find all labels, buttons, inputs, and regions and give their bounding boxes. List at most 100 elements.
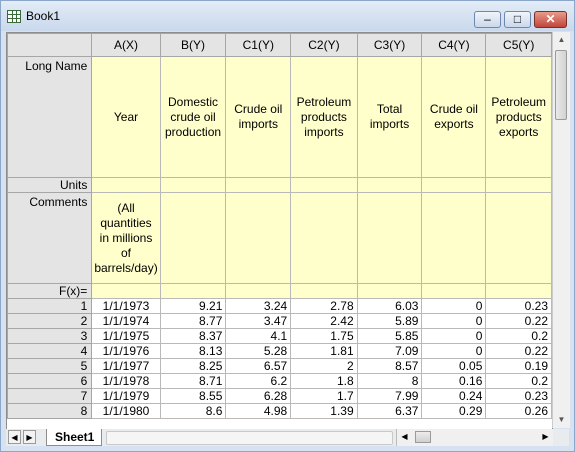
data-cell[interactable]: 1.8 [290,373,358,389]
long-name-cell[interactable]: Petroleum products exports [485,56,552,178]
formula-cell[interactable] [225,283,292,299]
data-cell[interactable]: 7.99 [356,388,423,404]
long-name-cell[interactable]: Total imports [356,56,423,178]
data-cell[interactable]: 4.1 [225,328,292,344]
scroll-up-icon[interactable]: ▲ [557,35,566,44]
data-cell[interactable]: 8.6 [159,403,227,419]
column-header[interactable]: C3(Y) [356,33,423,57]
units-cell[interactable] [159,177,227,193]
restore-button[interactable]: □ [504,11,531,28]
long-name-cell[interactable]: Crude oil imports [225,56,292,178]
units-cell[interactable] [225,177,292,193]
data-cell[interactable]: 1/1/1973 [91,298,161,314]
data-cell[interactable]: 6.2 [225,373,292,389]
comments-cell[interactable] [356,192,423,284]
row-number[interactable]: 6 [7,373,93,389]
next-sheet-icon[interactable]: ▶ [23,430,36,444]
row-number[interactable]: 7 [7,388,93,404]
minimize-button[interactable]: – [474,11,501,28]
data-cell[interactable]: 1/1/1976 [91,343,161,359]
data-cell[interactable]: 2 [290,358,358,374]
horizontal-scroll-thumb[interactable] [415,431,431,443]
units-cell[interactable] [356,177,423,193]
data-cell[interactable]: 1/1/1975 [91,328,161,344]
data-cell[interactable]: 5.28 [225,343,292,359]
long-name-cell[interactable]: Year [91,56,161,178]
vertical-scroll-thumb[interactable] [555,50,567,120]
data-cell[interactable]: 1.39 [290,403,358,419]
data-cell[interactable]: 8.77 [159,313,227,329]
data-cell[interactable]: 5.89 [356,313,423,329]
data-cell[interactable]: 3.24 [225,298,292,314]
column-header[interactable]: C2(Y) [290,33,358,57]
data-cell[interactable]: 2.78 [290,298,358,314]
title-bar[interactable]: Book1 – □ ✕ [1,1,574,31]
data-cell[interactable]: 0.23 [485,298,552,314]
data-cell[interactable]: 1/1/1979 [91,388,161,404]
prev-sheet-icon[interactable]: ◀ [8,430,21,444]
scroll-down-icon[interactable]: ▼ [557,415,566,424]
data-cell[interactable]: 7.09 [356,343,423,359]
formula-cell[interactable] [421,283,487,299]
data-cell[interactable]: 6.57 [225,358,292,374]
data-cell[interactable]: 5.85 [356,328,423,344]
data-cell[interactable]: 8.55 [159,388,227,404]
data-cell[interactable]: 0.22 [485,313,552,329]
scroll-left-icon[interactable]: ◀ [401,432,408,441]
data-cell[interactable]: 1.7 [290,388,358,404]
data-cell[interactable]: 8.13 [159,343,227,359]
data-cell[interactable]: 6.28 [225,388,292,404]
long-name-cell[interactable]: Domestic crude oil production [159,56,227,178]
close-button[interactable]: ✕ [534,11,567,28]
data-cell[interactable]: 1/1/1978 [91,373,161,389]
units-cell[interactable] [290,177,358,193]
row-number[interactable]: 2 [7,313,93,329]
data-cell[interactable]: 0.26 [485,403,552,419]
comments-cell[interactable]: (All quantities in millions of barrels/d… [91,192,161,284]
comments-cell[interactable] [485,192,552,284]
column-header[interactable]: C4(Y) [421,33,487,57]
column-header[interactable]: B(Y) [159,33,227,57]
data-cell[interactable]: 1.75 [290,328,358,344]
data-cell[interactable]: 1/1/1980 [91,403,161,419]
sheet-tab[interactable]: Sheet1 [46,429,102,446]
units-cell[interactable] [485,177,552,193]
row-number[interactable]: 1 [7,298,93,314]
formula-cell[interactable] [91,283,161,299]
long-name-cell[interactable]: Crude oil exports [421,56,487,178]
units-cell[interactable] [421,177,487,193]
data-cell[interactable]: 1/1/1977 [91,358,161,374]
formula-cell[interactable] [290,283,358,299]
row-number[interactable]: 8 [7,403,93,419]
column-header[interactable]: A(X) [91,33,161,57]
horizontal-scrollbar[interactable]: ◀ ▶ [396,429,553,446]
formula-cell[interactable] [159,283,227,299]
data-cell[interactable]: 0.2 [485,328,552,344]
data-cell[interactable]: 6.37 [356,403,423,419]
data-cell[interactable]: 8.37 [159,328,227,344]
comments-cell[interactable] [421,192,487,284]
data-cell[interactable]: 0.24 [421,388,487,404]
data-cell[interactable]: 0 [421,298,487,314]
comments-cell[interactable] [159,192,227,284]
comments-cell[interactable] [290,192,358,284]
data-cell[interactable]: 2.42 [290,313,358,329]
data-cell[interactable]: 6.03 [356,298,423,314]
data-cell[interactable]: 8.25 [159,358,227,374]
data-cell[interactable]: 0.22 [485,343,552,359]
worksheet-grid[interactable]: A(X) B(Y) C1(Y) C2(Y) C3(Y) C4(Y) C5(Y) Long Na… [6,32,553,430]
data-cell[interactable]: 1.81 [290,343,358,359]
data-cell[interactable]: 1/1/1974 [91,313,161,329]
units-cell[interactable] [91,177,161,193]
column-header[interactable]: C5(Y) [485,33,552,57]
column-header[interactable]: C1(Y) [225,33,292,57]
data-cell[interactable]: 8 [356,373,423,389]
row-number[interactable]: 3 [7,328,93,344]
corner-cell[interactable] [7,33,93,57]
vertical-scrollbar[interactable]: ▲ ▼ [552,32,570,428]
data-cell[interactable]: 0.16 [421,373,487,389]
data-cell[interactable]: 0.23 [485,388,552,404]
comments-cell[interactable] [225,192,292,284]
data-cell[interactable]: 0.29 [421,403,487,419]
scroll-right-icon[interactable]: ▶ [542,432,549,441]
